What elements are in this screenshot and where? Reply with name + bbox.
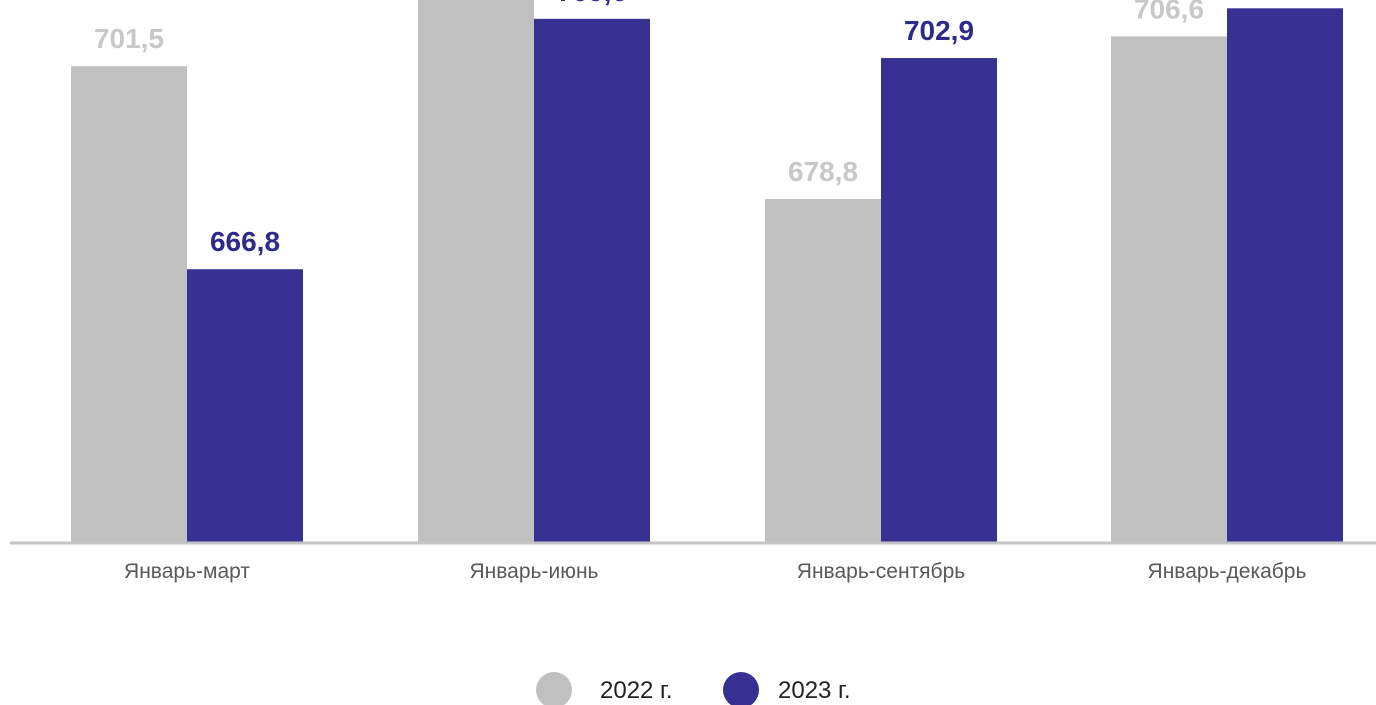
bar-series-2-cat-3: [881, 58, 997, 543]
value-label-series-1-cat-1: 701,5: [94, 23, 164, 54]
category-label-4: Январь-декабрь: [1148, 560, 1307, 583]
legend-item-series-2: 2023 г.: [723, 672, 851, 705]
legend-label-series-2: 2023 г.: [778, 677, 851, 704]
value-label-series-2-cat-3: 702,9: [904, 15, 974, 46]
value-label-series-2-cat-1: 666,8: [210, 226, 280, 257]
legend-label-series-1: 2022 г.: [600, 677, 673, 704]
bar-series-1-cat-4: [1111, 36, 1227, 543]
bar-series-2-cat-4: [1227, 8, 1343, 544]
bar-series-1-cat-2: [418, 0, 534, 543]
value-label-series-1-cat-4: 706,6: [1134, 0, 1204, 24]
category-label-3: Январь-сентябрь: [797, 560, 965, 583]
bar-series-1-cat-1: [71, 66, 187, 543]
bars-layer: [71, 0, 1343, 544]
category-label-1: Январь-март: [124, 560, 250, 583]
bar-series-2-cat-2: [534, 18, 650, 543]
bar-series-1-cat-3: [765, 199, 881, 543]
legend-item-series-1: 2022 г.: [536, 672, 673, 705]
category-label-2: Январь-июнь: [470, 560, 599, 583]
category-labels-layer: Январь-март Январь-июнь Январь-сентябрь Янв…: [124, 560, 1306, 583]
value-label-series-1-cat-3: 678,8: [788, 156, 858, 187]
value-label-series-2-cat-2: 709,6: [557, 0, 627, 7]
legend-swatch-series-1: [536, 672, 572, 705]
legend: 2022 г. 2023 г.: [536, 672, 851, 705]
bar-series-2-cat-1: [187, 269, 303, 543]
legend-swatch-series-2: [723, 672, 759, 705]
